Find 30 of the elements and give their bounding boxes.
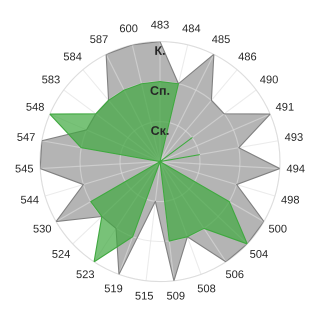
spoke-label: 523 (76, 270, 94, 278)
spoke-label: 500 (268, 224, 287, 233)
spoke-label: 515 (135, 292, 154, 300)
spoke-label: 509 (166, 292, 185, 300)
spoke-label: 498 (281, 196, 300, 204)
spoke-label: 524 (52, 250, 70, 258)
spoke-label: 600 (120, 24, 138, 32)
spoke-label: 506 (226, 270, 244, 278)
y-tick-label: Сп. (150, 86, 170, 95)
spoke-label: 494 (286, 164, 305, 172)
spoke-label: 484 (182, 24, 200, 32)
spoke-label: 519 (104, 284, 122, 292)
y-tick-label: Ск. (151, 126, 169, 135)
spoke-label: 545 (15, 164, 34, 172)
spoke-label: 548 (26, 102, 44, 111)
spoke-label: 504 (250, 250, 268, 258)
spoke-label: 483 (150, 20, 169, 29)
spoke-label: 584 (64, 52, 82, 60)
spoke-label: 583 (42, 76, 60, 84)
spoke-label: 485 (212, 35, 230, 44)
y-tick-label: К. (155, 46, 165, 55)
spoke-label: 530 (33, 224, 52, 233)
spoke-label: 486 (238, 52, 256, 60)
spoke-label: 490 (260, 76, 278, 84)
spoke-label: 491 (276, 102, 294, 111)
spoke-label: 547 (17, 133, 35, 141)
spoke-label: 493 (284, 133, 303, 141)
spoke-label: 544 (20, 196, 39, 204)
spoke-label: 508 (198, 284, 216, 292)
spoke-label: 587 (90, 35, 108, 44)
